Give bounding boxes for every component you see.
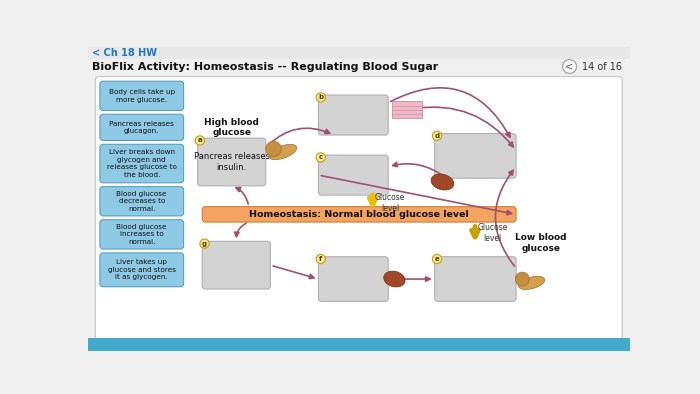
FancyBboxPatch shape (318, 155, 388, 195)
FancyBboxPatch shape (202, 207, 516, 222)
Text: g: g (202, 241, 207, 247)
Text: < Ch 18 HW: < Ch 18 HW (92, 48, 157, 58)
Text: Liver breaks down
glycogen and
releases glucose to
the blood.: Liver breaks down glycogen and releases … (107, 149, 176, 178)
FancyBboxPatch shape (392, 101, 421, 118)
Text: 14 of 16: 14 of 16 (582, 61, 622, 72)
Ellipse shape (519, 276, 545, 290)
Ellipse shape (431, 174, 454, 190)
Text: a: a (197, 138, 202, 143)
FancyBboxPatch shape (88, 338, 630, 351)
Text: Blood glucose
increases to
normal.: Blood glucose increases to normal. (116, 224, 167, 245)
FancyBboxPatch shape (100, 220, 183, 249)
Circle shape (316, 93, 326, 102)
FancyBboxPatch shape (95, 76, 622, 344)
Text: Low blood
glucose: Low blood glucose (515, 233, 566, 253)
FancyBboxPatch shape (100, 253, 183, 287)
Text: BioFlix Activity: Homeostasis -- Regulating Blood Sugar: BioFlix Activity: Homeostasis -- Regulat… (92, 61, 438, 72)
Text: Glucose
level: Glucose level (375, 193, 405, 212)
Text: Body cells take up
more glucose.: Body cells take up more glucose. (108, 89, 175, 102)
FancyBboxPatch shape (197, 138, 266, 186)
FancyBboxPatch shape (318, 95, 388, 135)
Circle shape (433, 255, 442, 264)
Text: d: d (435, 133, 440, 139)
Text: b: b (318, 94, 323, 100)
Circle shape (200, 239, 209, 248)
Text: Pancreas releases
glucagon.: Pancreas releases glucagon. (109, 121, 174, 134)
Text: Liver takes up
glucose and stores
it as glycogen.: Liver takes up glucose and stores it as … (108, 259, 176, 280)
Text: <: < (566, 61, 573, 72)
Text: e: e (435, 256, 440, 262)
FancyBboxPatch shape (435, 134, 516, 178)
FancyBboxPatch shape (100, 144, 183, 183)
Circle shape (515, 272, 529, 286)
Ellipse shape (269, 144, 297, 160)
Ellipse shape (384, 271, 405, 287)
Text: High blood
glucose: High blood glucose (204, 118, 259, 137)
Text: Pancreas releases
insulin.: Pancreas releases insulin. (194, 152, 270, 172)
FancyBboxPatch shape (88, 47, 630, 59)
Text: c: c (318, 154, 323, 160)
FancyBboxPatch shape (435, 257, 516, 301)
Circle shape (266, 141, 281, 157)
Circle shape (316, 153, 326, 162)
Text: f: f (319, 256, 322, 262)
FancyBboxPatch shape (318, 257, 388, 301)
Text: Blood glucose
decreases to
normal.: Blood glucose decreases to normal. (116, 191, 167, 212)
Circle shape (563, 59, 577, 73)
Circle shape (316, 255, 326, 264)
Text: Homeostasis: Normal blood glucose level: Homeostasis: Normal blood glucose level (249, 210, 469, 219)
FancyBboxPatch shape (100, 81, 183, 110)
FancyBboxPatch shape (202, 241, 270, 289)
Circle shape (433, 131, 442, 140)
Circle shape (195, 136, 204, 145)
FancyBboxPatch shape (100, 187, 183, 216)
Text: Glucose
level: Glucose level (477, 223, 508, 243)
FancyBboxPatch shape (100, 114, 183, 140)
